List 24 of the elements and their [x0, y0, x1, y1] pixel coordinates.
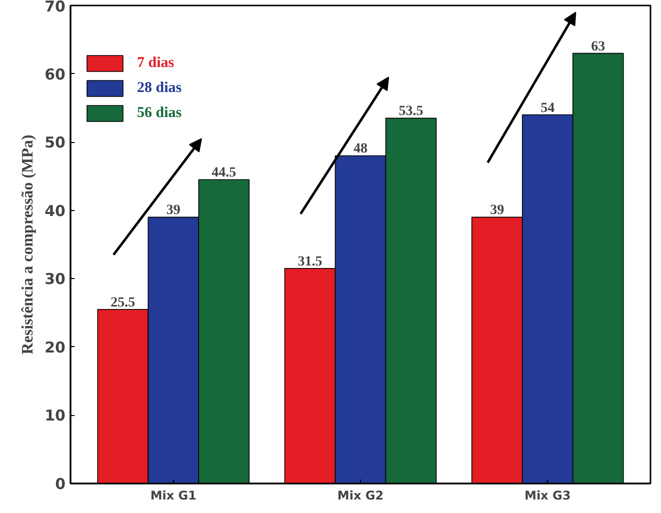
y-tick-label: 30 — [44, 270, 66, 288]
y-tick-label: 40 — [44, 202, 66, 220]
y-tick-label: 10 — [44, 406, 66, 425]
y-axis-title: Resistência a compressão (MPa) — [20, 134, 37, 354]
y-tick-label: 50 — [44, 134, 66, 152]
x-tick-label: Mix G1 — [150, 488, 196, 502]
legend-label: 56 dias — [137, 104, 182, 122]
data-label: 39 — [490, 203, 504, 218]
data-label: 48 — [354, 142, 368, 157]
y-tick-label: 0 — [55, 475, 66, 493]
data-label: 63 — [591, 39, 606, 54]
data-label: 31.5 — [298, 254, 322, 270]
y-tick-label: 60 — [44, 65, 66, 84]
data-label: 54 — [540, 100, 555, 116]
y-tick-label: 20 — [44, 338, 66, 356]
x-tick-label: Mix G2 — [337, 488, 384, 502]
x-tick-label: Mix G3 — [524, 488, 571, 502]
data-label: 53.5 — [398, 104, 424, 120]
data-label: 44.5 — [212, 166, 236, 181]
legend-label: 7 dias — [137, 54, 174, 72]
data-label: 25.5 — [110, 295, 136, 310]
data-label: 39 — [166, 203, 180, 218]
y-tick-label: 70 — [44, 0, 66, 16]
legend-label: 28 dias — [137, 80, 182, 96]
